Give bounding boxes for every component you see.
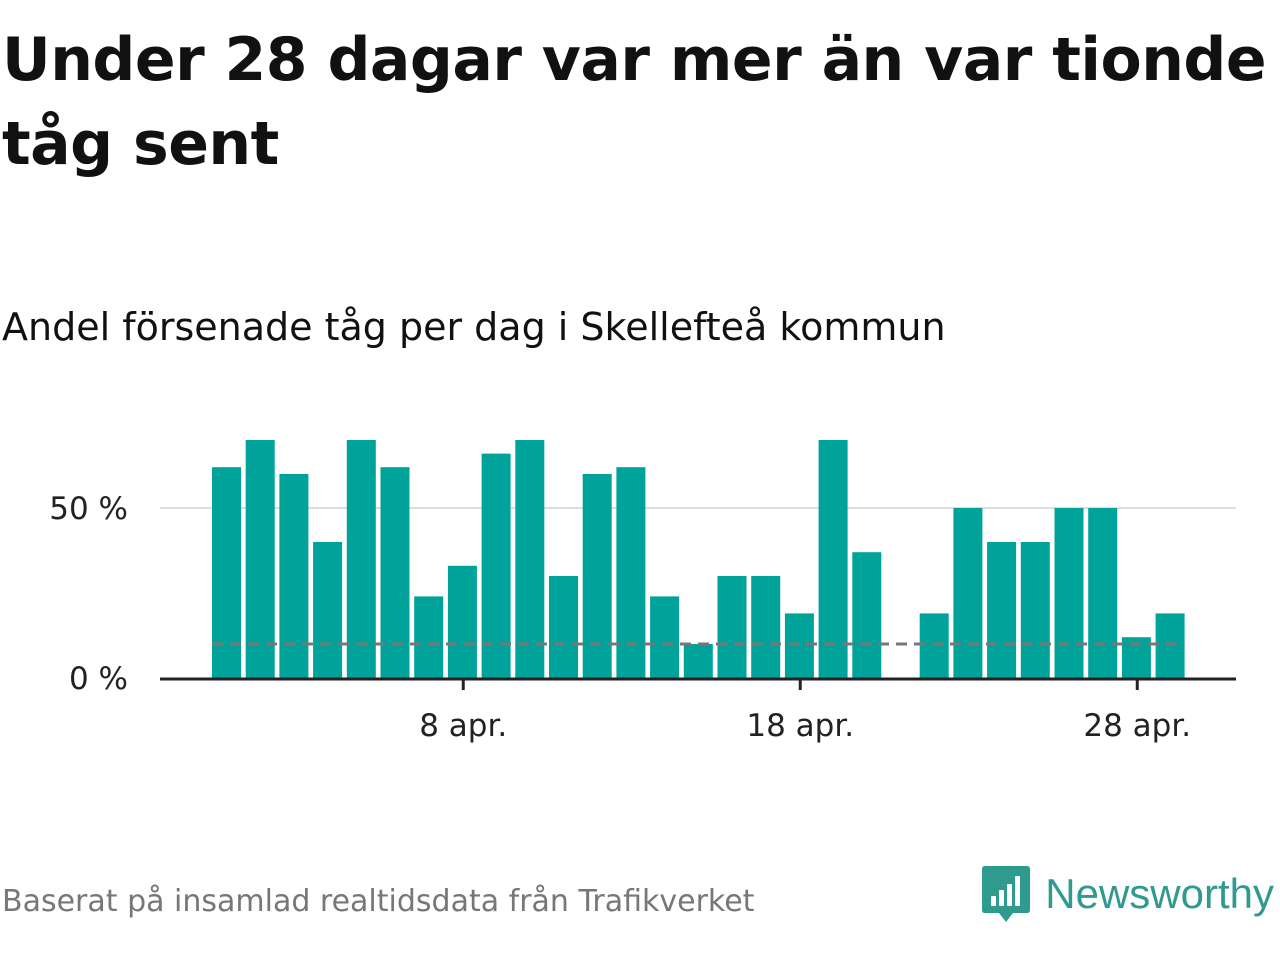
bar-day-29 [1155, 613, 1185, 678]
y-axis-labels: 0 % 50 % [49, 491, 128, 697]
bar-day-24 [987, 542, 1017, 678]
y-tick-label: 50 % [49, 491, 128, 527]
x-tick-label: 18 apr. [746, 708, 854, 744]
bar-chart: 8 apr. 18 apr. 28 apr. 0 % 50 % [49, 440, 1236, 744]
bar-day-9 [481, 453, 511, 678]
bar-day-22 [919, 613, 949, 678]
newsworthy-logo-icon [982, 866, 1031, 922]
chart-subtitle: Andel försenade tåg per dag i Skellefteå… [2, 305, 946, 349]
source-note: Baserat på insamlad realtidsdata från Tr… [2, 884, 755, 919]
bar-day-13 [616, 467, 646, 678]
brand-logo: Newsworthy [981, 862, 1274, 926]
bar-day-20 [852, 552, 882, 678]
bar-day-19 [818, 440, 848, 678]
bar-day-23 [953, 508, 983, 678]
bar-day-5 [346, 440, 376, 678]
bar-day-14 [650, 596, 680, 678]
bar-day-6 [380, 467, 410, 678]
bar-day-2 [245, 440, 275, 678]
chart-title: Under 28 dagar var mer än var tionde tåg… [2, 25, 1267, 179]
x-tick-label: 28 apr. [1083, 708, 1191, 744]
x-axis: 8 apr. 18 apr. 28 apr. [160, 677, 1236, 744]
bar-day-10 [515, 440, 545, 678]
bar-day-17 [751, 576, 781, 678]
bar-day-15 [683, 644, 713, 678]
bars [212, 440, 1185, 678]
bar-day-18 [784, 613, 814, 678]
bar-day-16 [717, 576, 747, 678]
bar-day-27 [1088, 508, 1118, 678]
bar-day-26 [1054, 508, 1084, 678]
bar-day-4 [313, 542, 343, 678]
y-tick-label: 0 % [69, 661, 128, 697]
x-tick-label: 8 apr. [419, 708, 507, 744]
bar-day-1 [212, 467, 241, 678]
brand-name: Newsworthy [1045, 870, 1274, 917]
bar-day-8 [447, 565, 477, 678]
bar-day-12 [582, 474, 612, 678]
bar-day-3 [279, 474, 309, 678]
bar-day-11 [549, 576, 578, 678]
bar-day-7 [414, 596, 444, 678]
bar-day-25 [1020, 542, 1050, 678]
